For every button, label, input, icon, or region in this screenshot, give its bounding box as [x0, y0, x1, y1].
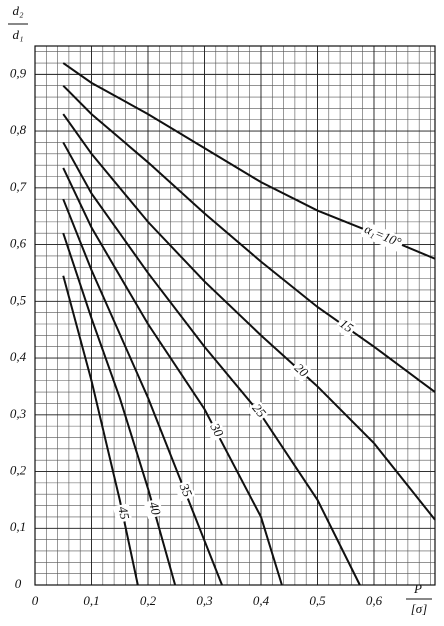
label-bg [143, 498, 164, 519]
y-tick-label: 0,4 [10, 349, 27, 364]
y-tick-label: 0,2 [10, 463, 27, 478]
x-label-denominator: [σ] [411, 601, 428, 616]
series-label: 45 [115, 505, 132, 521]
curve [62, 141, 361, 586]
y-tick-label: 0 [15, 576, 22, 591]
y-label-numerator: d₂ [12, 3, 24, 18]
label-bg [246, 399, 270, 424]
label-bg [204, 419, 227, 442]
series-label: 35 [176, 480, 195, 499]
curve [62, 275, 139, 586]
curve [62, 167, 283, 586]
label-bg [174, 479, 196, 502]
y-tick-label: 0,8 [10, 122, 27, 137]
curve [62, 85, 436, 393]
x-tick-label: 0,2 [140, 593, 157, 608]
x-tick-label: 0,6 [366, 593, 383, 608]
x-tick-label: 0,5 [309, 593, 326, 608]
y-tick-label: 0,3 [10, 406, 27, 421]
series-label: 30 [207, 420, 227, 440]
series-label: 40 [146, 500, 164, 517]
x-tick-label: 0,3 [196, 593, 213, 608]
x-label-numerator: P [413, 581, 422, 596]
y-tick-label: 0,9 [10, 65, 27, 80]
label-bg [334, 315, 358, 339]
plot-frame [34, 45, 436, 586]
label-bg [288, 359, 313, 383]
x-tick-label: 0 [32, 593, 39, 608]
y-tick-label: 0,5 [10, 292, 27, 307]
y-tick-label: 0,6 [10, 236, 27, 251]
x-tick-label: 0,4 [253, 593, 270, 608]
label-bg [112, 503, 133, 524]
y-tick-label: 0,1 [10, 519, 26, 534]
label-bg [359, 221, 406, 253]
curve [62, 232, 177, 586]
x-tick-label: 0,1 [83, 593, 99, 608]
curve [62, 113, 436, 521]
y-label-denominator: d₁ [12, 27, 23, 42]
y-tick-label: 0,7 [10, 179, 27, 194]
